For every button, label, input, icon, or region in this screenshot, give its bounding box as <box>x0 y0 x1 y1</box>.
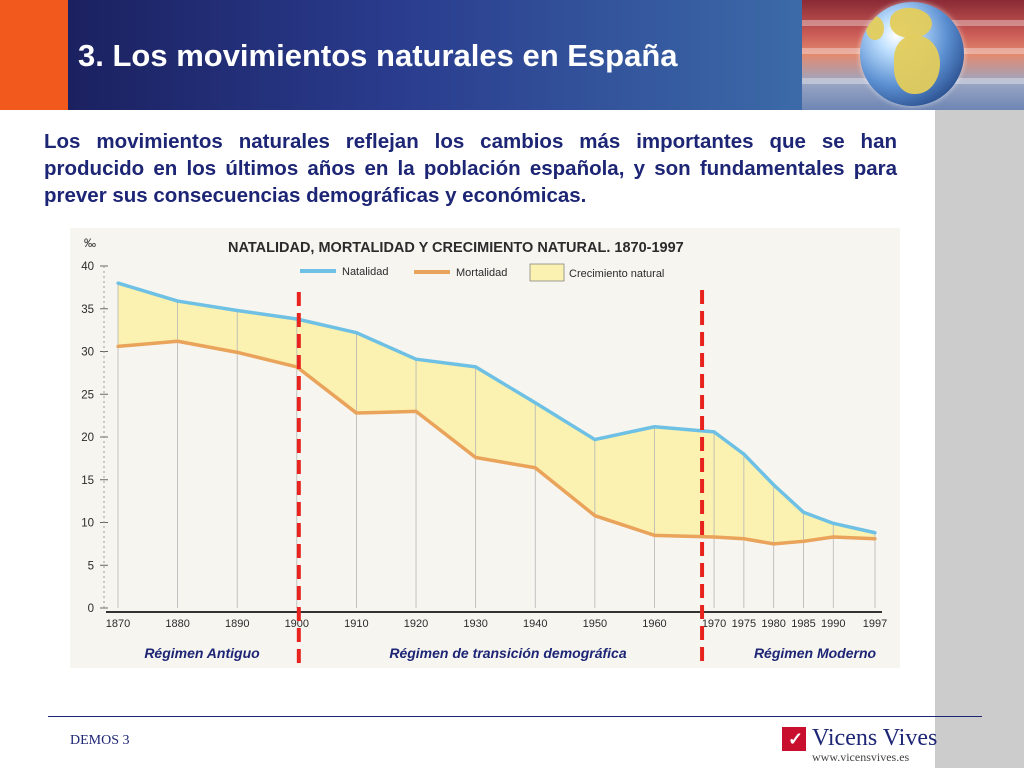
y-tick-label: 5 <box>88 560 94 572</box>
y-tick-label: 30 <box>81 347 94 359</box>
mortalidad-point <box>712 535 716 539</box>
x-tick-label: 1960 <box>642 618 666 630</box>
vicens-vives-logo-icon: ✓ <box>782 727 806 751</box>
page-title: 3. Los movimientos naturales en España <box>78 38 678 73</box>
crecimiento-natural-area <box>118 283 875 544</box>
brand-name: Vicens Vives <box>812 725 938 751</box>
footer-divider <box>48 716 982 717</box>
natalidad-point <box>414 357 418 361</box>
brand-url: www.vicensvives.es <box>812 750 910 764</box>
mortalidad-point <box>116 344 120 348</box>
mortalidad-point <box>652 533 657 537</box>
x-tick-label: 1997 <box>863 618 887 630</box>
natalidad-point <box>742 452 746 456</box>
regime-label: Régimen Antiguo <box>144 645 260 661</box>
x-tick-label: 1980 <box>761 618 785 630</box>
x-tick-label: 1930 <box>463 618 487 630</box>
x-tick-label: 1870 <box>106 618 130 630</box>
natalidad-point <box>831 521 835 525</box>
x-tick-label: 1985 <box>791 618 815 630</box>
y-tick-label: 25 <box>81 389 94 401</box>
x-tick-label: 1900 <box>285 618 309 630</box>
legend-mortalidad-label: Mortalidad <box>456 267 507 279</box>
x-tick-label: 1970 <box>702 618 726 630</box>
mortalidad-point <box>354 411 359 415</box>
header-accent-block <box>0 0 68 110</box>
natalidad-point <box>235 308 239 313</box>
y-tick-label: 35 <box>81 304 94 316</box>
mortalidad-point <box>235 350 239 354</box>
chart-panel: NATALIDAD, MORTALIDAD Y CRECIMIENTO NATU… <box>70 228 900 668</box>
footer-left-label: DEMOS 3 <box>70 733 130 748</box>
mortalidad-point <box>742 537 746 541</box>
x-tick-label: 1990 <box>821 618 845 630</box>
mortalidad-point <box>474 455 478 460</box>
x-tick-label: 1890 <box>225 618 249 630</box>
natalidad-point <box>593 437 597 442</box>
mortalidad-point <box>772 542 776 546</box>
y-tick-label: 10 <box>81 518 94 530</box>
intro-paragraph: Los movimientos naturales reflejan los c… <box>44 130 897 207</box>
x-tick-label: 1950 <box>583 618 607 630</box>
natalidad-point <box>116 281 120 285</box>
natalidad-point <box>712 430 716 434</box>
y-tick-label: 20 <box>81 432 94 444</box>
natalidad-point <box>801 510 806 514</box>
y-tick-label: 0 <box>88 603 94 615</box>
natalidad-point <box>652 425 657 429</box>
regime-label: Régimen Moderno <box>754 645 877 661</box>
x-tick-label: 1910 <box>344 618 368 630</box>
regime-label: Régimen de transición demográfica <box>389 645 626 661</box>
legend-crecimiento-label: Crecimiento natural <box>569 268 664 280</box>
mortalidad-line <box>117 339 876 546</box>
x-tick-label: 1940 <box>523 618 547 630</box>
legend-natalidad-label: Natalidad <box>342 266 388 278</box>
natalidad-point <box>176 299 180 303</box>
mortalidad-point <box>801 539 806 543</box>
mortalidad-point <box>831 535 835 539</box>
x-tick-label: 1975 <box>732 618 756 630</box>
chart-title: NATALIDAD, MORTALIDAD Y CRECIMIENTO NATU… <box>228 240 684 256</box>
globe-icon <box>860 2 964 106</box>
natalidad-point <box>772 483 776 487</box>
mortalidad-point <box>873 537 877 541</box>
header-bar <box>68 0 802 110</box>
mortalidad-point <box>593 514 597 518</box>
right-side-panel <box>935 110 1024 768</box>
natalidad-point <box>873 531 877 535</box>
y-tick-label: 40 <box>81 261 94 273</box>
x-tick-label: 1880 <box>165 618 189 630</box>
legend-crecimiento-swatch <box>529 263 565 282</box>
mortalidad-point <box>414 409 418 413</box>
mortalidad-point <box>176 339 180 343</box>
natalidad-point <box>474 365 478 369</box>
mortalidad-point <box>533 466 537 470</box>
natalidad-point <box>354 331 359 335</box>
natalidad-line <box>117 281 876 535</box>
y-tick-label: 15 <box>81 475 94 487</box>
demographic-chart: NATALIDAD, MORTALIDAD Y CRECIMIENTO NATU… <box>81 236 887 666</box>
y-axis-unit-label: ‰ <box>84 236 96 250</box>
x-tick-label: 1920 <box>404 618 428 630</box>
natalidad-point <box>533 401 537 405</box>
